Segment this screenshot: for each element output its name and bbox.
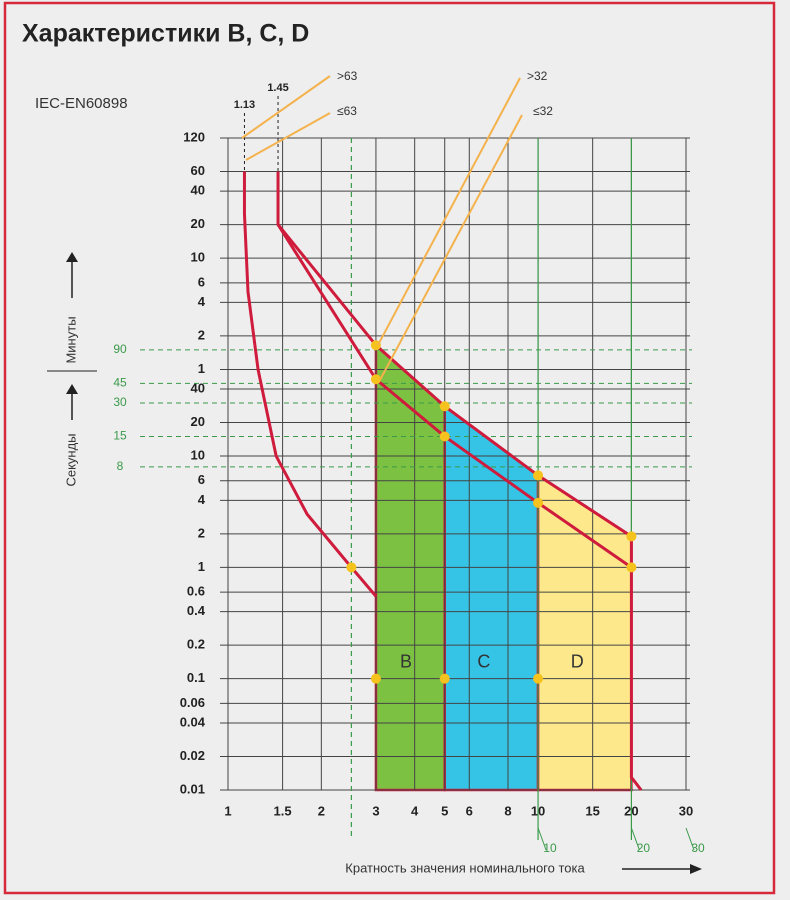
- subtitle: IEC-EN60898: [35, 95, 128, 112]
- y-tick-label: 2: [198, 525, 205, 540]
- y-tick-label: 4: [198, 294, 206, 309]
- x-tick-label: 6: [466, 803, 473, 818]
- y-tick-label: 4: [198, 492, 206, 507]
- annotation: ≤32: [533, 104, 553, 118]
- plot: B C D1 1.5 2 3 4 5 6 8 10 15 20 301206040201064214020…: [113, 69, 705, 855]
- x-tick-label: 3: [372, 803, 379, 818]
- y-tick-label: 0.4: [187, 603, 206, 618]
- x2-tick-label: 30: [691, 841, 705, 855]
- leader-line: [245, 112, 331, 161]
- x-tick-label: 8: [504, 803, 511, 818]
- y-tick-label: 6: [198, 472, 205, 487]
- x-tick-label: 2: [318, 803, 325, 818]
- leader-line: [241, 75, 331, 139]
- curve: [242, 171, 378, 598]
- y-tick-label: 20: [191, 216, 205, 231]
- point: [439, 401, 450, 412]
- y-tick-label: 40: [191, 380, 205, 395]
- y-tick-label: 0.02: [180, 748, 205, 763]
- x-axis-title: Кратность значения номинального тока: [345, 860, 585, 875]
- point: [626, 531, 637, 542]
- x2-tick: [685, 827, 695, 851]
- annotation: ≤63: [337, 104, 357, 118]
- x-tick-label: 1: [224, 803, 231, 818]
- y-tick-label: 0.06: [180, 695, 205, 710]
- x-tick-label: 1.5: [274, 803, 292, 818]
- y-tick-label: 60: [191, 163, 205, 178]
- reference-label: 30: [113, 395, 127, 409]
- axis-titles: Минуты Секунды Кратность значения номина…: [47, 252, 702, 875]
- zone-label: B: [400, 651, 412, 671]
- chart-title: Характеристики B, C, D: [22, 20, 309, 48]
- point: [370, 374, 381, 385]
- y-tick-label: 1: [198, 361, 205, 376]
- x2-tick-label: 20: [637, 841, 651, 855]
- x-tick-label: 30: [679, 803, 693, 818]
- arrow-head: [690, 864, 702, 874]
- reference-label: 45: [113, 376, 127, 390]
- y-tick-label: 0.01: [180, 781, 205, 796]
- y-tick-label: 0.1: [187, 670, 205, 685]
- curve: [276, 171, 643, 791]
- x2-tick: [537, 827, 547, 851]
- point: [439, 673, 450, 684]
- threshold-label: 1.13: [234, 99, 255, 111]
- x2-tick-label: 10: [543, 841, 557, 855]
- annotation: >32: [527, 69, 548, 83]
- point: [439, 431, 450, 442]
- y-tick-label: 6: [198, 274, 205, 289]
- y-tick-label: 10: [191, 250, 205, 265]
- annotation: >63: [337, 69, 358, 83]
- y-tick-label: 120: [183, 129, 205, 144]
- leader-line: [377, 77, 521, 346]
- y-tick-label: 1: [198, 559, 205, 574]
- leader-line: [379, 114, 523, 381]
- frame: [3, 1, 776, 895]
- point: [533, 673, 544, 684]
- y-tick-label: 10: [191, 447, 205, 462]
- zone-label: C: [477, 651, 490, 671]
- point: [626, 562, 637, 573]
- x-tick-label: 4: [411, 803, 419, 818]
- arrow-head: [66, 252, 78, 262]
- y-tick-label: 40: [191, 183, 205, 198]
- y-tick-label: 2: [198, 327, 205, 342]
- y-tick-label: 0.2: [187, 637, 205, 652]
- y-label-seconds: Секунды: [63, 433, 78, 486]
- reference-label: 8: [117, 459, 124, 473]
- y-tick-label: 0.6: [187, 584, 205, 599]
- x-tick-label: 5: [441, 803, 448, 818]
- point: [346, 562, 357, 573]
- point: [533, 470, 544, 481]
- zone-label: D: [571, 651, 584, 671]
- reference-label: 15: [113, 429, 127, 443]
- arrow-head: [66, 384, 78, 394]
- y-tick-label: 20: [191, 414, 205, 429]
- leader-lines: [241, 75, 523, 381]
- point: [370, 673, 381, 684]
- reference-label: 90: [113, 342, 127, 356]
- y-tick-label: 0.04: [180, 714, 206, 729]
- y-label-minutes: Минуты: [63, 316, 78, 363]
- threshold-label: 1.45: [267, 82, 288, 94]
- x2-tick: [630, 827, 640, 851]
- x-tick-label: 15: [585, 803, 599, 818]
- point: [533, 497, 544, 508]
